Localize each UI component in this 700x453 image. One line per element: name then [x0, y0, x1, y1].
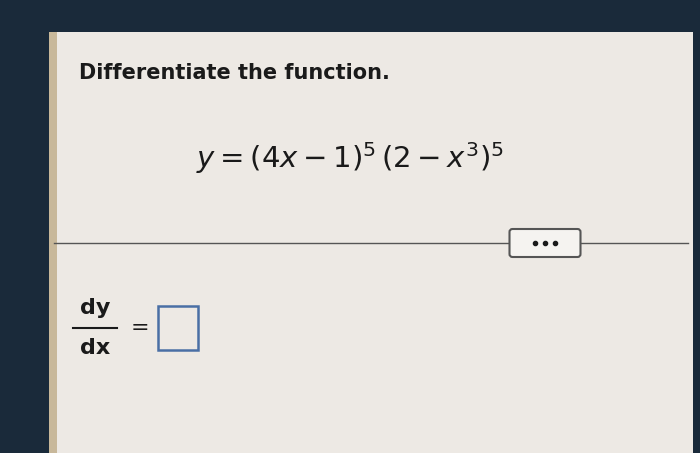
- Text: dy: dy: [80, 298, 110, 318]
- Bar: [49, 32, 57, 453]
- FancyBboxPatch shape: [510, 229, 580, 257]
- Text: =: =: [131, 318, 149, 338]
- Text: Differentiate the function.: Differentiate the function.: [79, 63, 390, 83]
- Text: $y = (4x-1)^{5}\,(2-x^{3})^{5}$: $y = (4x-1)^{5}\,(2-x^{3})^{5}$: [196, 140, 504, 176]
- Text: dx: dx: [80, 338, 110, 358]
- Bar: [158, 306, 198, 350]
